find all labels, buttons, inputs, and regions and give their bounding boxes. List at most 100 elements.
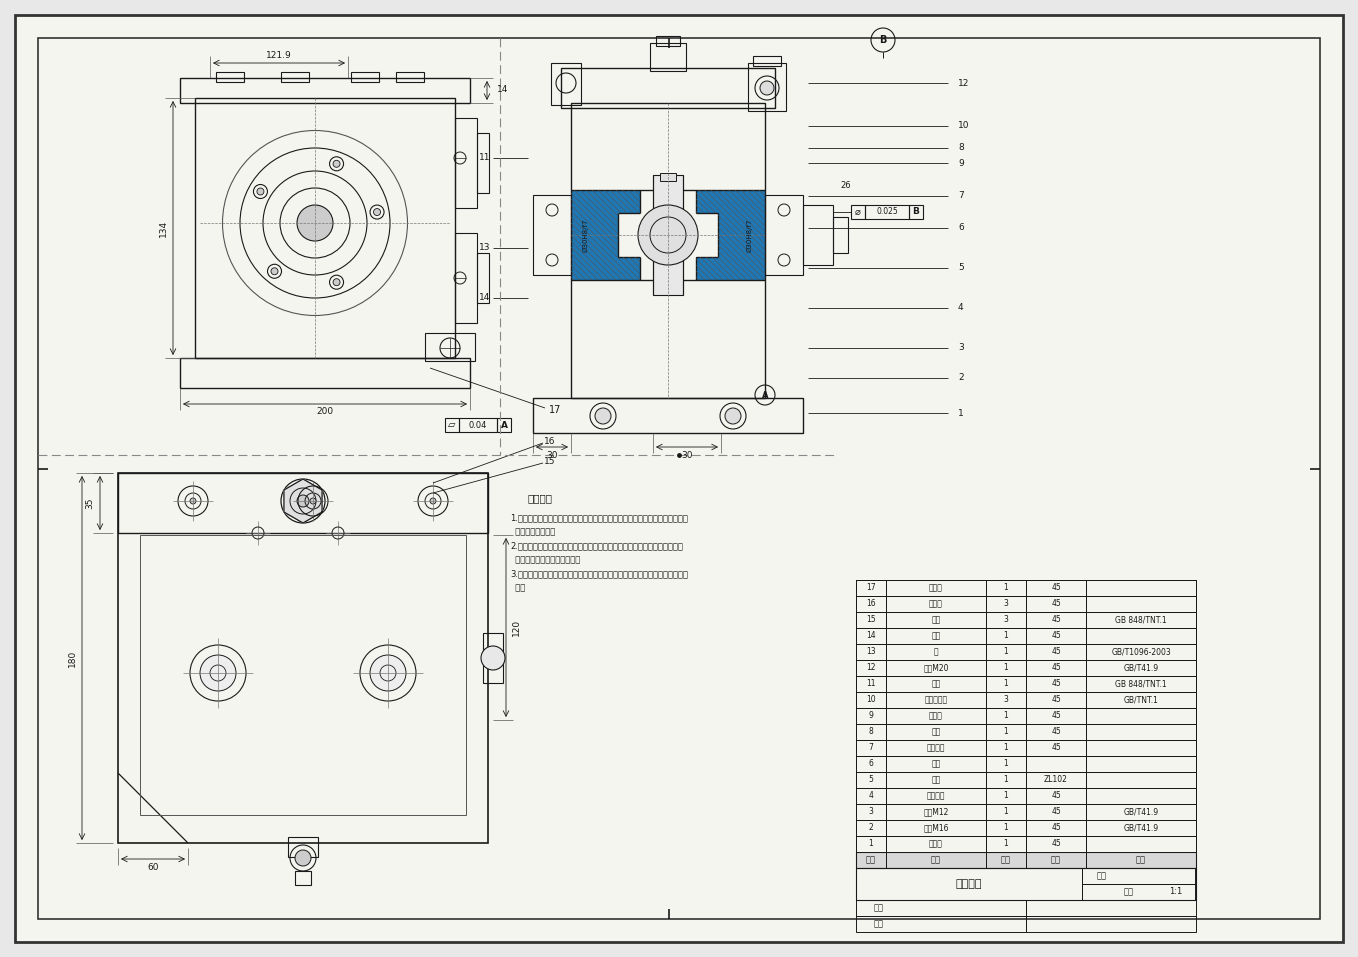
- Text: 零件: 零件: [932, 775, 941, 785]
- Bar: [986, 628, 1027, 644]
- Bar: [1027, 628, 1086, 644]
- Bar: [856, 612, 885, 628]
- Text: 16: 16: [866, 599, 876, 609]
- Text: 技术要求: 技术要求: [527, 493, 553, 503]
- Bar: [425, 333, 475, 361]
- Bar: [885, 612, 986, 628]
- Text: 备注: 备注: [1137, 856, 1146, 864]
- Bar: [1027, 916, 1196, 932]
- Bar: [477, 133, 489, 193]
- Text: 17: 17: [866, 584, 876, 592]
- Text: 120: 120: [512, 618, 520, 635]
- Bar: [653, 175, 683, 295]
- Bar: [1086, 692, 1196, 708]
- Text: 1: 1: [957, 409, 964, 417]
- Bar: [1027, 772, 1086, 788]
- Text: 夹具体: 夹具体: [929, 839, 942, 849]
- Text: 45: 45: [1051, 696, 1061, 704]
- Bar: [295, 871, 311, 885]
- Text: 2.零件在装配前必须清理和清洗干净，不得有毛刺、飞边、氧化皮、锈蚀、切: 2.零件在装配前必须清理和清洗干净，不得有毛刺、飞边、氧化皮、锈蚀、切: [511, 542, 683, 550]
- Bar: [856, 676, 1196, 692]
- Bar: [986, 756, 1027, 772]
- Text: 数量: 数量: [1001, 856, 1010, 864]
- Text: GB 848/TNT.1: GB 848/TNT.1: [1115, 615, 1167, 625]
- Text: 15: 15: [866, 615, 876, 625]
- Text: 14: 14: [497, 85, 508, 95]
- Text: 15: 15: [545, 456, 555, 465]
- Text: 45: 45: [1051, 791, 1061, 800]
- Bar: [856, 628, 885, 644]
- Text: 2: 2: [869, 824, 873, 833]
- Bar: [885, 788, 986, 804]
- Text: 30: 30: [546, 451, 558, 459]
- Bar: [1086, 756, 1196, 772]
- Bar: [288, 837, 318, 857]
- Text: 3: 3: [957, 344, 964, 352]
- Bar: [1027, 836, 1086, 852]
- Text: 9: 9: [869, 711, 873, 721]
- Bar: [445, 418, 459, 432]
- Bar: [570, 103, 765, 398]
- Text: 10: 10: [957, 122, 970, 130]
- Text: 0.025: 0.025: [876, 208, 898, 216]
- Bar: [986, 724, 1027, 740]
- Circle shape: [297, 205, 333, 241]
- Text: 开口垫圈: 开口垫圈: [926, 791, 945, 800]
- Circle shape: [430, 498, 436, 504]
- Text: ZL102: ZL102: [1044, 775, 1067, 785]
- Text: 1: 1: [1004, 791, 1009, 800]
- Text: 快换钻套: 快换钻套: [926, 744, 945, 752]
- Text: Ø30H8/f7: Ø30H8/f7: [747, 218, 754, 252]
- Bar: [885, 676, 986, 692]
- Text: 1: 1: [1004, 648, 1009, 657]
- Bar: [885, 580, 986, 596]
- Bar: [1086, 580, 1196, 596]
- Text: 45: 45: [1051, 663, 1061, 673]
- Bar: [856, 756, 885, 772]
- Bar: [986, 612, 1027, 628]
- Bar: [1027, 612, 1086, 628]
- Text: ⏥: ⏥: [448, 420, 456, 430]
- Bar: [986, 676, 1027, 692]
- Bar: [986, 804, 1027, 820]
- Circle shape: [295, 850, 311, 866]
- Text: 7: 7: [957, 191, 964, 201]
- Bar: [1086, 644, 1196, 660]
- Text: 1:1: 1:1: [1169, 887, 1183, 897]
- Text: ⌀: ⌀: [856, 207, 861, 217]
- Text: 12: 12: [866, 663, 876, 673]
- Text: 屑、油污、着色剂和灰尘等。: 屑、油污、着色剂和灰尘等。: [511, 555, 580, 565]
- Bar: [856, 740, 885, 756]
- Bar: [1086, 836, 1196, 852]
- Bar: [1027, 644, 1086, 660]
- Text: 材料: 材料: [1051, 856, 1061, 864]
- Bar: [1086, 772, 1196, 788]
- Text: 14: 14: [866, 632, 876, 640]
- Bar: [196, 98, 455, 358]
- Text: 45: 45: [1051, 839, 1061, 849]
- Bar: [856, 580, 885, 596]
- Bar: [856, 804, 1196, 820]
- Text: 定位圈: 定位圈: [929, 599, 942, 609]
- Bar: [1082, 868, 1195, 884]
- Bar: [1027, 740, 1086, 756]
- Text: 1: 1: [1004, 808, 1009, 816]
- Text: 134: 134: [159, 219, 167, 236]
- Text: 1: 1: [1004, 711, 1009, 721]
- Text: 30: 30: [682, 451, 693, 459]
- Circle shape: [333, 278, 340, 286]
- Bar: [856, 836, 1196, 852]
- Circle shape: [257, 188, 263, 195]
- Circle shape: [310, 498, 316, 504]
- Bar: [885, 772, 986, 788]
- Text: 1: 1: [1004, 824, 1009, 833]
- Text: 1: 1: [1004, 760, 1009, 768]
- Bar: [865, 205, 909, 219]
- Bar: [885, 708, 986, 724]
- Bar: [856, 596, 885, 612]
- Bar: [118, 473, 488, 533]
- Bar: [909, 205, 923, 219]
- Bar: [986, 836, 1027, 852]
- Bar: [748, 63, 786, 111]
- Text: 1: 1: [1004, 663, 1009, 673]
